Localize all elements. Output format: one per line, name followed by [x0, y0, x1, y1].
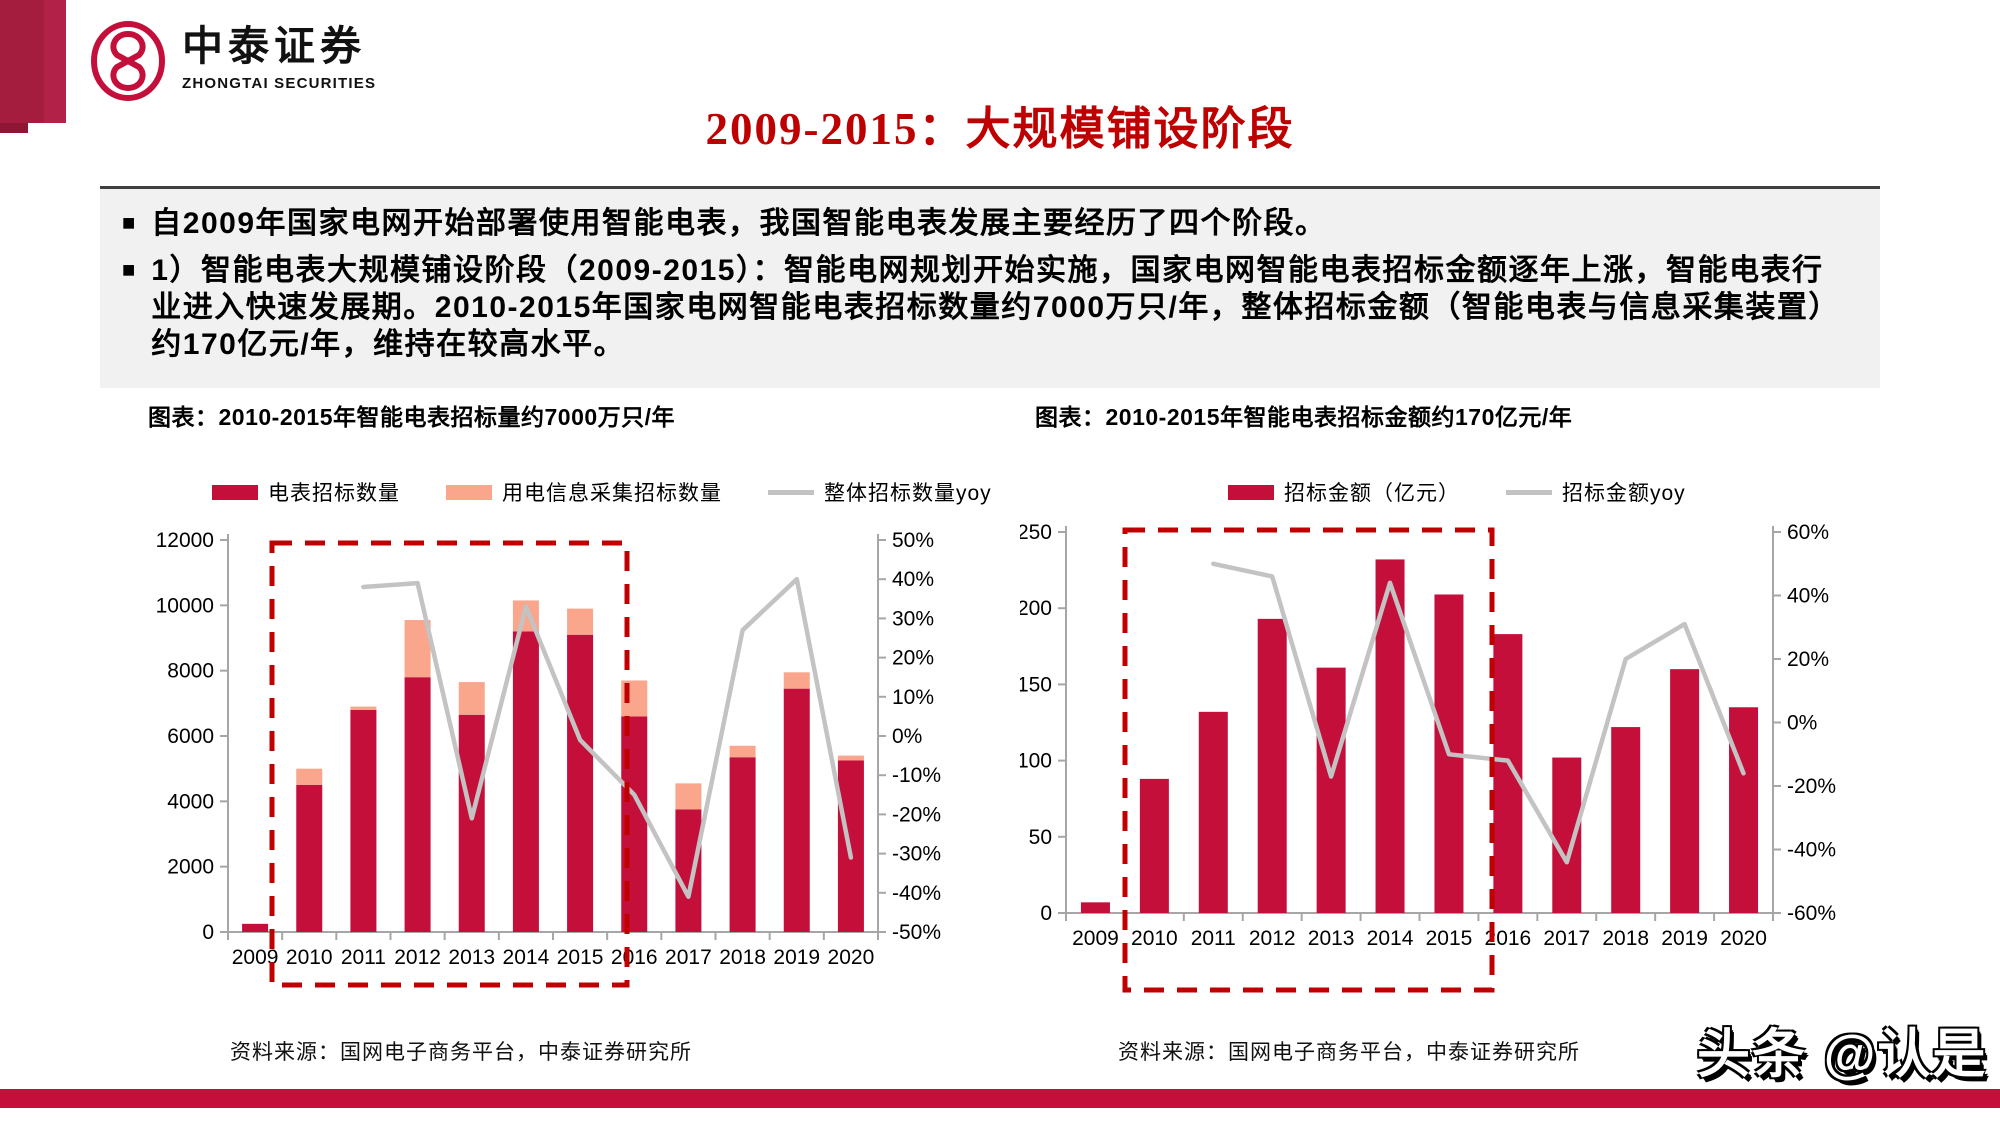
legend-item: 电表招标数量 [212, 477, 400, 507]
svg-text:2000: 2000 [167, 856, 214, 879]
svg-text:-30%: -30% [892, 843, 941, 866]
svg-text:8000: 8000 [167, 660, 214, 683]
svg-text:30%: 30% [892, 607, 934, 630]
svg-text:2016: 2016 [611, 946, 658, 969]
bar-swatch-icon [1228, 484, 1274, 500]
svg-text:2019: 2019 [773, 946, 820, 969]
svg-text:2011: 2011 [341, 946, 386, 969]
svg-text:20%: 20% [892, 647, 934, 670]
left-chart-plot: 0 2000 4000 6000 8000 10000 12000 -50% -40% -30% -… [156, 529, 941, 988]
svg-text:2017: 2017 [1543, 927, 1590, 950]
bar-swatch-icon [446, 484, 492, 500]
right-chart-plot: 0 50 100 150 200 250 -60% -40% -20% 0% 20% 40% 60% 20… [1020, 521, 1836, 993]
bullet-square-icon: ■ [122, 210, 136, 235]
legend-item: 整体招标数量yoy [768, 477, 992, 507]
bullet-2-text: 1）智能电表大规模铺设阶段（2009-2015）：智能电网规划开始实施，国家电网… [151, 254, 1840, 361]
svg-text:2017: 2017 [665, 946, 712, 969]
bottom-bar [0, 1089, 2000, 1108]
corner-accent-strip [44, 0, 66, 123]
svg-text:50%: 50% [892, 529, 934, 552]
left-chart-legend: 电表招标数量 用电信息采集招标数量 整体招标数量yoy [212, 477, 1038, 507]
svg-text:2018: 2018 [719, 946, 766, 969]
svg-text:2014: 2014 [503, 946, 550, 969]
svg-text:10000: 10000 [156, 594, 214, 617]
svg-text:2011: 2011 [1191, 927, 1236, 950]
svg-text:12000: 12000 [156, 529, 214, 552]
svg-text:10%: 10% [892, 686, 934, 709]
svg-text:50: 50 [1029, 826, 1052, 849]
svg-text:2010: 2010 [1131, 927, 1178, 950]
watermark: 头条 @认是 [1697, 1025, 1988, 1084]
bar-swatch-icon [212, 484, 258, 500]
svg-text:2009: 2009 [1072, 927, 1119, 950]
svg-text:40%: 40% [1787, 585, 1829, 608]
svg-text:0: 0 [1040, 902, 1052, 925]
svg-text:2010: 2010 [286, 946, 333, 969]
legend-item: 用电信息采集招标数量 [446, 477, 722, 507]
svg-text:2019: 2019 [1661, 927, 1708, 950]
left-chart-source: 资料来源：国网电子商务平台，中泰证券研究所 [230, 1041, 692, 1064]
logo-text: 中泰证券 ZHONGTAI SECURITIES [182, 20, 376, 92]
legend-item: 招标金额yoy [1506, 477, 1686, 507]
right-chart-source: 资料来源：国网电子商务平台，中泰证券研究所 [1118, 1041, 1580, 1064]
svg-text:2013: 2013 [1308, 927, 1355, 950]
svg-text:6000: 6000 [167, 725, 214, 748]
svg-text:150: 150 [1020, 673, 1052, 696]
svg-text:-40%: -40% [1787, 839, 1836, 862]
logo-text-cn: 中泰证券 [182, 23, 366, 69]
zhongtai-logo-icon [91, 21, 165, 101]
svg-text:-20%: -20% [892, 803, 941, 826]
svg-text:0%: 0% [892, 725, 922, 748]
page-title: 2009-2015：大规模铺设阶段 [705, 104, 1295, 154]
svg-text:2018: 2018 [1602, 927, 1649, 950]
svg-text:2020: 2020 [1720, 927, 1767, 950]
summary-panel: ■ 自2009年国家电网开始部署使用智能电表，我国智能电表发展主要经历了四个阶段… [100, 189, 1880, 388]
svg-text:2020: 2020 [828, 946, 875, 969]
svg-text:-10%: -10% [892, 764, 941, 787]
svg-text:2014: 2014 [1367, 927, 1414, 950]
line-swatch-icon [768, 489, 814, 495]
svg-text:-40%: -40% [892, 882, 941, 905]
svg-text:2013: 2013 [448, 946, 495, 969]
svg-text:-20%: -20% [1787, 775, 1836, 798]
legend-item: 招标金额（亿元） [1228, 477, 1460, 507]
svg-text:60%: 60% [1787, 521, 1829, 544]
bullet-2: ■ 1）智能电表大规模铺设阶段（2009-2015）：智能电网规划开始实施，国家… [122, 252, 1854, 363]
svg-text:2012: 2012 [394, 946, 441, 969]
svg-text:4000: 4000 [167, 790, 214, 813]
svg-text:2016: 2016 [1485, 927, 1532, 950]
logo: 中泰证券 ZHONGTAI SECURITIES [88, 20, 376, 102]
svg-text:20%: 20% [1787, 648, 1829, 671]
svg-text:2012: 2012 [1249, 927, 1296, 950]
logo-text-en: ZHONGTAI SECURITIES [182, 75, 377, 93]
left-chart-title: 图表：2010-2015年智能电表招标量约7000万只/年 [148, 404, 676, 430]
svg-text:250: 250 [1020, 521, 1052, 544]
right-chart-title: 图表：2010-2015年智能电表招标金额约170亿元/年 [1035, 404, 1573, 430]
right-chart-legend: 招标金额（亿元） 招标金额yoy [1228, 477, 1732, 507]
bullet-1: ■ 自2009年国家电网开始部署使用智能电表，我国智能电表发展主要经历了四个阶段… [122, 205, 1854, 242]
svg-text:0: 0 [202, 921, 214, 944]
bullet-1-text: 自2009年国家电网开始部署使用智能电表，我国智能电表发展主要经历了四个阶段。 [151, 207, 1327, 240]
line-swatch-icon [1506, 489, 1552, 495]
svg-text:40%: 40% [892, 568, 934, 591]
corner-accent-notch [0, 123, 28, 133]
svg-text:200: 200 [1020, 597, 1052, 620]
svg-text:2015: 2015 [557, 946, 604, 969]
svg-text:100: 100 [1020, 750, 1052, 773]
svg-text:0%: 0% [1787, 712, 1817, 735]
bullet-square-icon: ■ [122, 257, 136, 282]
title-rule [100, 186, 1880, 189]
svg-text:-60%: -60% [1787, 902, 1836, 925]
svg-text:2015: 2015 [1426, 927, 1473, 950]
svg-text:-50%: -50% [892, 921, 941, 944]
svg-text:2009: 2009 [232, 946, 279, 969]
